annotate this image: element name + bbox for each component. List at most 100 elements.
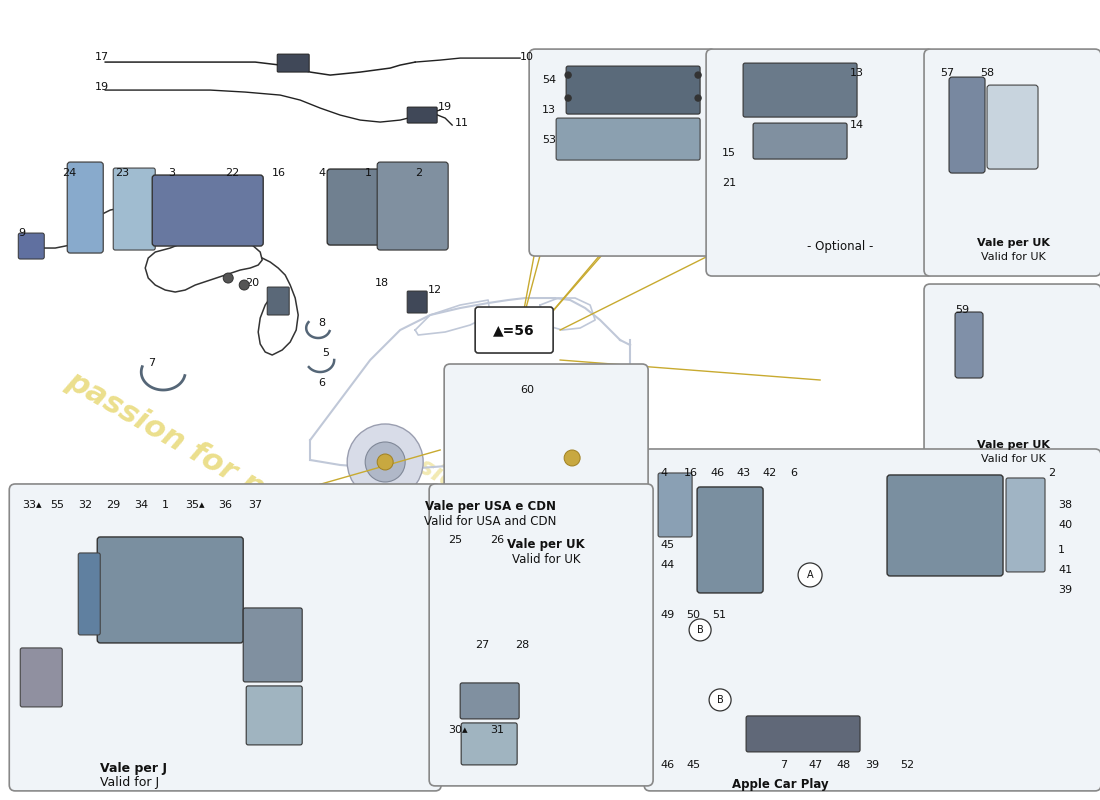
Text: ▲=56: ▲=56 [493,323,535,337]
Text: 45: 45 [660,540,674,550]
FancyBboxPatch shape [444,364,648,566]
Text: Vale per J: Vale per J [100,762,167,775]
Text: 13: 13 [542,105,557,115]
FancyBboxPatch shape [658,473,692,537]
Text: 8: 8 [318,318,326,328]
Text: 36: 36 [218,500,232,510]
Text: 9: 9 [19,228,25,238]
Text: 51: 51 [712,610,726,620]
Text: 7: 7 [780,760,788,770]
FancyBboxPatch shape [67,162,103,253]
Text: 10: 10 [520,52,535,62]
Text: 17: 17 [96,52,109,62]
Text: Valid for UK: Valid for UK [512,553,581,566]
Text: B: B [717,695,724,705]
Text: 28: 28 [515,640,529,650]
Text: 38: 38 [1058,500,1072,510]
Text: 18: 18 [375,278,389,288]
Text: 34: 34 [134,500,148,510]
FancyBboxPatch shape [697,487,763,593]
Text: 33▴: 33▴ [22,500,42,510]
Text: 47: 47 [808,760,823,770]
Text: 2: 2 [1048,468,1055,478]
Text: 60: 60 [520,385,535,395]
FancyBboxPatch shape [152,175,263,246]
Text: 39: 39 [1058,585,1072,595]
Circle shape [365,442,405,482]
Text: 23: 23 [116,168,130,178]
Text: 35▴: 35▴ [185,500,205,510]
Text: 6: 6 [790,468,798,478]
FancyBboxPatch shape [78,553,100,635]
Text: 57: 57 [940,68,954,78]
Text: 32: 32 [78,500,92,510]
FancyBboxPatch shape [429,484,653,786]
Text: 21: 21 [722,178,736,188]
FancyBboxPatch shape [706,49,933,276]
FancyBboxPatch shape [243,608,302,682]
FancyBboxPatch shape [327,169,428,245]
FancyBboxPatch shape [9,484,441,791]
Text: 46: 46 [660,760,674,770]
FancyBboxPatch shape [924,49,1100,276]
Text: Vale per UK: Vale per UK [507,538,585,551]
Text: 6: 6 [318,378,326,388]
FancyBboxPatch shape [949,77,984,173]
Text: 20: 20 [245,278,260,288]
Text: 24: 24 [63,168,77,178]
FancyBboxPatch shape [461,723,517,765]
Text: - Optional -: - Optional - [807,240,873,253]
Text: 27: 27 [475,640,490,650]
Text: Vale per UK: Vale per UK [977,440,1049,450]
Text: 5: 5 [322,348,329,358]
Circle shape [377,454,393,470]
FancyBboxPatch shape [887,475,1003,576]
Text: Vale per USA e CDN: Vale per USA e CDN [425,500,556,513]
FancyBboxPatch shape [277,54,309,72]
Text: 25: 25 [448,535,462,545]
Text: 14: 14 [850,120,865,130]
Text: 29: 29 [107,500,121,510]
Text: passion for parts since 1985: passion for parts since 1985 [371,430,729,650]
Text: 53: 53 [542,135,557,145]
Text: Vale per UK: Vale per UK [977,238,1049,248]
FancyBboxPatch shape [377,162,448,250]
Text: 48: 48 [836,760,850,770]
Text: 43: 43 [736,468,750,478]
Text: 2: 2 [415,168,422,178]
FancyBboxPatch shape [645,449,1100,791]
Text: 13: 13 [850,68,865,78]
Text: 45: 45 [686,760,701,770]
Text: 41: 41 [1058,565,1072,575]
FancyBboxPatch shape [1006,478,1045,572]
Text: 19: 19 [438,102,452,112]
Text: 59: 59 [955,305,969,315]
Text: 31: 31 [491,725,504,735]
Circle shape [565,72,571,78]
Circle shape [564,450,580,466]
Text: 12: 12 [428,285,442,295]
Circle shape [223,273,233,283]
Text: 19: 19 [96,82,109,92]
Circle shape [535,420,611,496]
Circle shape [565,95,571,101]
Text: 26: 26 [491,535,504,545]
Text: 30▴: 30▴ [448,725,468,735]
Text: A: A [806,570,813,580]
FancyBboxPatch shape [987,85,1038,169]
FancyBboxPatch shape [113,168,155,250]
Text: Valid for UK: Valid for UK [980,454,1045,464]
FancyBboxPatch shape [754,123,847,159]
FancyBboxPatch shape [460,683,519,719]
Text: 49: 49 [660,610,674,620]
Circle shape [695,72,701,78]
Text: 39: 39 [865,760,879,770]
Text: 54: 54 [542,75,557,85]
FancyBboxPatch shape [566,66,700,114]
Circle shape [689,619,711,641]
Text: 3: 3 [168,168,175,178]
Text: 16: 16 [272,168,286,178]
Text: 11: 11 [455,118,470,128]
Circle shape [239,280,250,290]
Text: 15: 15 [722,148,736,158]
